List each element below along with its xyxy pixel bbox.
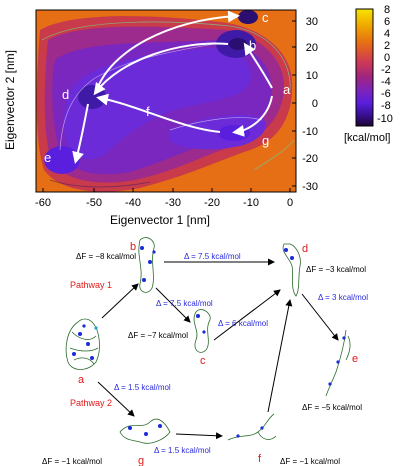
colorbar-tick: -2 [381, 64, 391, 76]
arrow-d-to-c [95, 10, 240, 93]
x-tick: -50 [86, 197, 102, 209]
barrier-a-g: Δ = 1.5 kcal/mol [114, 383, 171, 392]
conformation-g [119, 418, 171, 444]
arrow-c-to-d [213, 289, 281, 341]
colorbar-tick: 6 [384, 16, 390, 28]
colorbar-tick: 0 [384, 52, 390, 64]
free-energy-c: ΔF = −7 kcal/mol [128, 331, 188, 340]
pathway-arrows [72, 10, 273, 164]
conformation-label-f: f [258, 453, 262, 465]
state-label-a: a [283, 82, 291, 97]
x-axis: -60 -50 -40 -30 -20 -10 0 Eigenvector 1 … [35, 188, 293, 227]
x-tick: -40 [125, 197, 141, 209]
energy-landscape [36, 10, 296, 192]
state-label-g: g [262, 133, 269, 148]
conformation-label-a: a [78, 374, 85, 386]
arrow-b-to-c [155, 287, 191, 323]
pathway-1-label: Pathway 1 [70, 280, 112, 290]
free-energy-labels: ΔF = −8 kcal/mol ΔF = −7 kcal/mol ΔF = −… [42, 252, 366, 466]
barrier-labels: Δ = 7.5 kcal/mol Δ = 7.5 kcal/mol Δ = 6 … [114, 252, 368, 455]
arrow-a-to-b [101, 283, 139, 319]
arrow-a-to-b [243, 42, 273, 89]
free-energy-g: ΔF = −1 kcal/mol [42, 457, 102, 466]
free-energy-d: ΔF = −3 kcal/mol [306, 265, 366, 274]
y-tick: 10 [306, 70, 318, 82]
arrow-d-to-e [301, 293, 339, 341]
state-label-c: c [262, 10, 269, 25]
conformation-label-e: e [352, 353, 358, 365]
arrow-g-to-d [96, 93, 221, 133]
colorbar-tick: 8 [384, 4, 390, 16]
arrow-a-to-g [97, 381, 135, 417]
conformation-label-g: g [138, 455, 144, 466]
conformation-label-b: b [130, 241, 136, 253]
y-tick: 0 [312, 98, 318, 110]
state-label-d: d [62, 87, 69, 102]
x-tick: -20 [204, 197, 220, 209]
barrier-b-d: Δ = 7.5 kcal/mol [184, 252, 241, 261]
barrier-d-e: Δ = 3 kcal/mol [318, 293, 368, 302]
y-tick: 30 [306, 16, 318, 28]
state-label-e: e [44, 150, 51, 165]
state-labels: c b a d f g e [44, 10, 291, 165]
colorbar: 8 6 4 2 0 -2 -4 -6 -8 -10 [kcal/mol] [344, 4, 393, 144]
conformation-a [65, 318, 100, 370]
arrow-d-to-e [72, 103, 89, 164]
pathway-2-label: Pathway 2 [70, 398, 112, 408]
conformation-b [138, 237, 156, 293]
y-tick: -30 [302, 181, 318, 193]
conformation-labels: a b c d e f g [78, 241, 358, 466]
x-tick: -10 [243, 197, 259, 209]
y-axis: 30 20 10 0 -10 -20 -30 [292, 16, 318, 193]
barrier-c-d: Δ = 6 kcal/mol [218, 319, 268, 328]
arrow-g-to-f [175, 432, 223, 440]
pathway-diagram: a b c d e f g Pathway 1 Pathway 2 ΔF = −… [42, 237, 368, 466]
arrow-f-to-d [267, 299, 293, 413]
colorbar-tick: 4 [384, 28, 390, 40]
conformation-e [325, 329, 351, 397]
conformation-c [193, 309, 211, 353]
arrow-a-to-g [232, 95, 273, 137]
x-axis-label: Eigenvector 1 [nm] [110, 213, 210, 227]
conformation-label-d: d [302, 243, 308, 255]
x-tick: -30 [165, 197, 181, 209]
free-energy-b: ΔF = −8 kcal/mol [76, 252, 136, 261]
y-tick: 20 [306, 42, 318, 54]
conformation-f [227, 413, 277, 441]
y-axis-label: Eigenvector 2 [nm] [3, 50, 17, 150]
arrow-b-to-d [93, 42, 229, 96]
plot-frame [35, 9, 297, 193]
x-tick: 0 [287, 197, 293, 209]
y-tick: -20 [302, 153, 318, 165]
colorbar-tick: -6 [381, 88, 391, 100]
free-energy-e: ΔF = −5 kcal/mol [302, 403, 362, 412]
conformation-label-c: c [200, 355, 206, 367]
colorbar-tick: -10 [377, 113, 393, 125]
free-energy-f: ΔF = −1 kcal/mol [280, 457, 340, 466]
x-tick: -60 [35, 197, 51, 209]
colorbar-unit: [kcal/mol] [344, 132, 390, 144]
state-label-b: b [249, 38, 256, 53]
colorbar-tick: -4 [381, 76, 391, 88]
colorbar-tick: 2 [384, 40, 390, 52]
conformation-d [282, 243, 301, 297]
transition-arrows [97, 258, 339, 440]
barrier-g-f: Δ = 1.5 kcal/mol [154, 446, 211, 455]
barrier-b-c: Δ = 7.5 kcal/mol [156, 299, 213, 308]
colorbar-tick: -8 [381, 100, 391, 112]
state-label-f: f [146, 104, 150, 119]
y-tick: -10 [302, 126, 318, 138]
